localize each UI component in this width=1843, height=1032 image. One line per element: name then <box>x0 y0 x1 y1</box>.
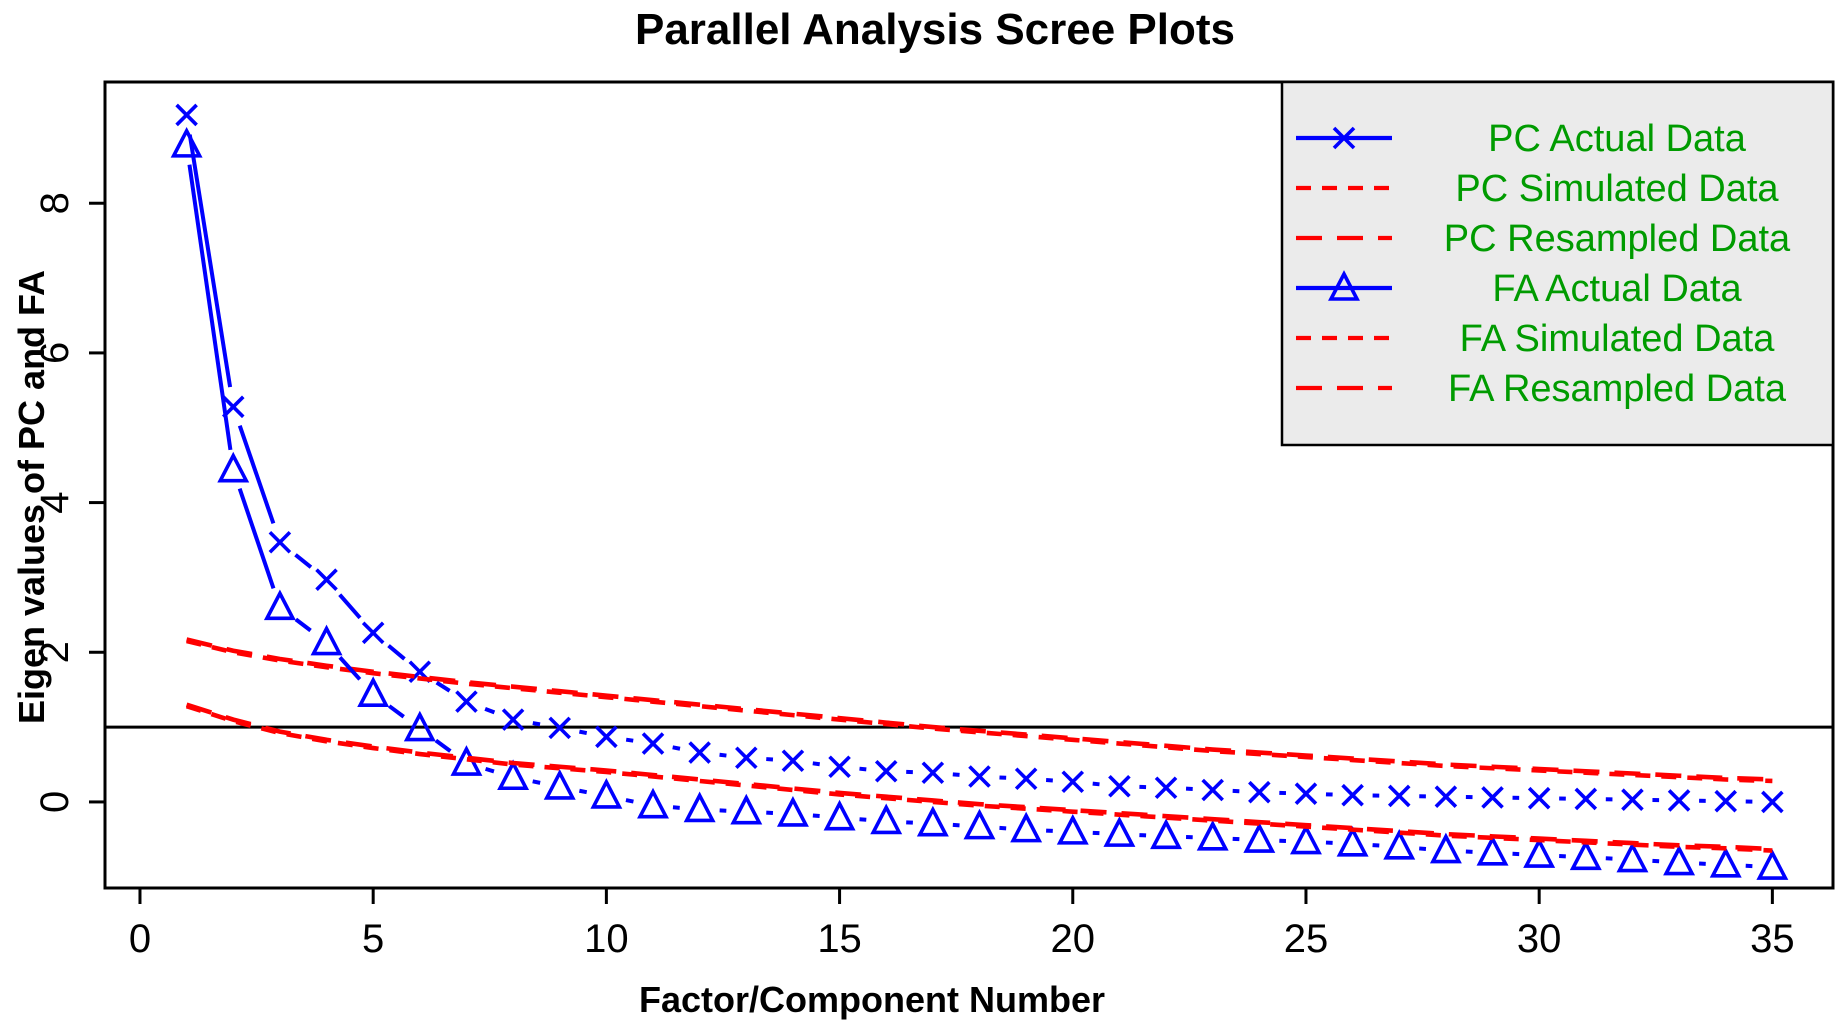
y-tick-label: 8 <box>33 192 77 214</box>
legend: PC Actual Data PC Simulated Data PC Resamp… <box>1282 82 1833 445</box>
fa-triangle-marker <box>1573 843 1599 868</box>
series-segment <box>626 800 633 802</box>
fa-triangle-marker <box>1013 816 1039 841</box>
fa-triangle-marker <box>1246 826 1272 851</box>
fa-triangle-marker <box>1153 822 1179 847</box>
series-segment <box>389 646 405 659</box>
x-axis-label: Factor/Component Number <box>639 979 1105 1020</box>
y-tick-label: 2 <box>33 641 77 663</box>
fa-triangle-marker <box>1060 818 1086 843</box>
x-tick-label: 0 <box>129 917 151 961</box>
series-segment <box>533 723 540 724</box>
fa-triangle-marker <box>640 792 666 817</box>
series-segment <box>485 709 494 713</box>
fa-triangle-marker <box>174 131 200 156</box>
series-segment <box>859 769 866 770</box>
series-segment <box>953 774 960 775</box>
series-segment <box>579 732 586 733</box>
legend-item-label: FA Resampled Data <box>1448 368 1787 410</box>
legend-item-label: PC Simulated Data <box>1455 168 1779 210</box>
series-segment <box>189 165 230 450</box>
x-tick-label: 5 <box>362 917 384 961</box>
y-tick-label: 4 <box>33 491 77 513</box>
x-tick-label: 30 <box>1517 917 1562 961</box>
series-segment <box>1419 848 1426 849</box>
fa-triangle-marker <box>220 456 246 481</box>
series-segment <box>813 816 820 817</box>
fa-triangle-marker <box>1293 828 1319 853</box>
series-segment <box>296 619 311 630</box>
fa-triangle-marker <box>920 810 946 835</box>
fa-triangle-marker <box>360 680 386 705</box>
fa-triangle-marker <box>1666 849 1692 874</box>
series-segment <box>720 755 727 756</box>
fa-triangle-marker <box>687 795 713 820</box>
fa-triangle-marker <box>1433 837 1459 862</box>
series-segment <box>295 555 310 567</box>
x-tick-label: 25 <box>1284 917 1329 961</box>
series-segment <box>533 781 540 783</box>
series-segment <box>389 706 403 717</box>
fa-triangle-marker <box>1619 846 1645 871</box>
series-segment <box>579 791 586 792</box>
series-pc-resampled-data <box>187 640 1773 780</box>
legend-item-label: PC Resampled Data <box>1444 218 1791 260</box>
series-segment <box>190 135 230 387</box>
fa-triangle-marker <box>1526 841 1552 866</box>
fa-triangle-marker <box>873 807 899 832</box>
fa-triangle-marker <box>1106 820 1132 845</box>
y-tick-label: 0 <box>33 791 77 813</box>
x-tick-label: 20 <box>1051 917 1096 961</box>
series-segment <box>486 769 494 772</box>
series-pc-simulated-data <box>187 641 1773 781</box>
x-tick-label: 35 <box>1750 917 1795 961</box>
series-segment <box>860 819 867 820</box>
fa-triangle-marker <box>1340 830 1366 855</box>
x-tick-label: 15 <box>817 917 862 961</box>
fa-triangle-marker <box>1759 853 1785 878</box>
fa-triangle-marker <box>1200 824 1226 849</box>
series-segment <box>673 807 680 808</box>
chart-title: Parallel Analysis Scree Plots <box>635 5 1235 54</box>
legend-item-label: PC Actual Data <box>1488 118 1747 160</box>
series-segment <box>813 763 820 764</box>
series-line <box>187 641 1773 781</box>
fa-triangle-marker <box>314 629 340 654</box>
fa-triangle-marker <box>780 800 806 825</box>
fa-triangle-marker <box>1480 839 1506 864</box>
series-segment <box>626 740 633 741</box>
fa-triangle-marker <box>547 773 573 798</box>
series-segment <box>1093 784 1100 785</box>
legend-item-label: FA Actual Data <box>1492 268 1742 310</box>
fa-triangle-marker <box>1713 851 1739 876</box>
legend-item-label: FA Simulated Data <box>1460 318 1776 360</box>
series-segment <box>436 740 450 751</box>
y-tick-label: 6 <box>33 342 77 364</box>
fa-triangle-marker <box>966 813 992 838</box>
fa-triangle-marker <box>827 804 853 829</box>
series-segment <box>340 595 360 618</box>
fa-triangle-marker <box>1386 833 1412 858</box>
series-segment <box>673 747 680 748</box>
fa-triangle-marker <box>733 798 759 823</box>
series-line <box>187 640 1773 780</box>
fa-triangle-marker <box>593 782 619 807</box>
fa-triangle-marker <box>267 593 293 618</box>
x-tick-label: 10 <box>584 917 629 961</box>
